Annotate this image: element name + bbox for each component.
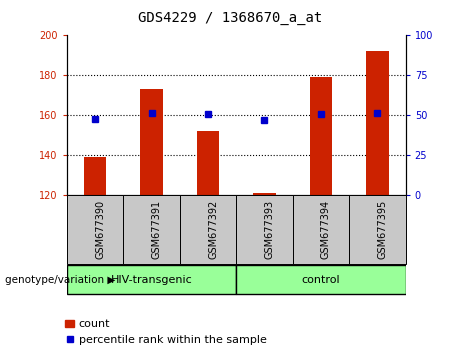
Text: GSM677394: GSM677394	[321, 200, 331, 259]
Text: HIV-transgenic: HIV-transgenic	[111, 275, 192, 285]
Text: genotype/variation ▶: genotype/variation ▶	[5, 275, 115, 285]
Bar	[67, 266, 236, 294]
Bar	[197, 131, 219, 195]
Text: GDS4229 / 1368670_a_at: GDS4229 / 1368670_a_at	[138, 11, 323, 25]
Bar	[180, 195, 236, 264]
Bar	[236, 195, 293, 264]
Text: GSM677392: GSM677392	[208, 200, 218, 259]
Bar	[236, 266, 406, 294]
Text: GSM677390: GSM677390	[95, 200, 105, 259]
Bar	[84, 157, 106, 195]
Bar	[67, 195, 123, 264]
Bar	[366, 51, 389, 195]
Bar	[293, 195, 349, 264]
Text: GSM677395: GSM677395	[378, 200, 387, 259]
Bar	[253, 193, 276, 195]
Bar	[349, 195, 406, 264]
Text: GSM677391: GSM677391	[152, 200, 161, 259]
Text: control: control	[301, 275, 340, 285]
Bar	[140, 89, 163, 195]
Bar	[123, 195, 180, 264]
Text: GSM677393: GSM677393	[265, 200, 274, 259]
Bar	[310, 77, 332, 195]
Legend: count, percentile rank within the sample: count, percentile rank within the sample	[65, 319, 267, 345]
